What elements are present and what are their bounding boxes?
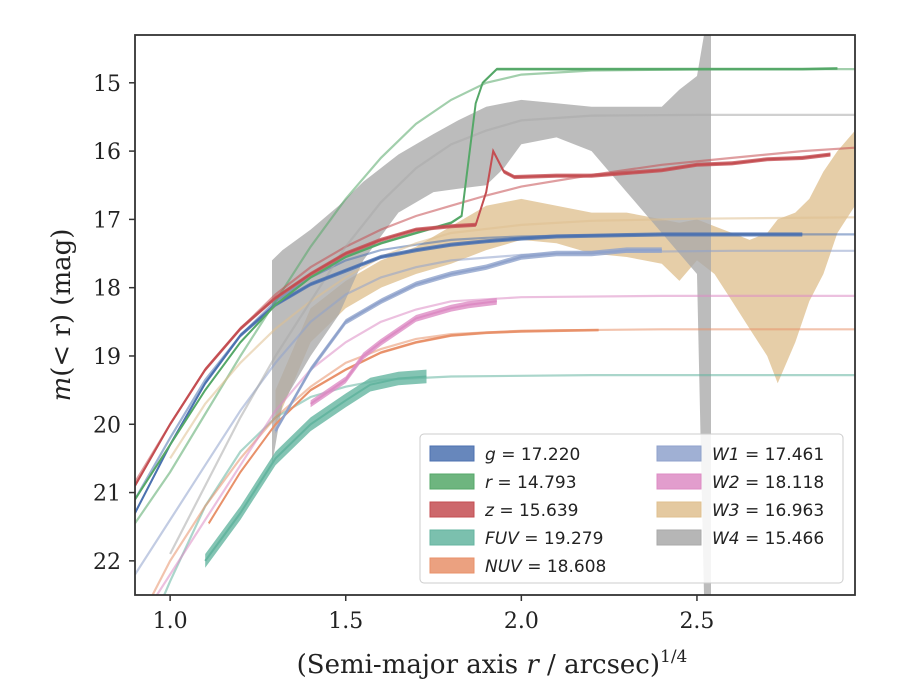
legend-swatch-fuv: [429, 529, 475, 546]
y-tick-label: 20: [93, 413, 121, 438]
legend-frame: [419, 433, 844, 584]
legend-swatch-w4: [656, 529, 702, 546]
y-tick-label: 19: [93, 345, 121, 370]
x-tick-label: 2.5: [679, 609, 714, 634]
band-w4: [272, 35, 711, 595]
y-ticks: 15 16 17 18 19 20 21 22: [93, 72, 135, 575]
legend-label-w3: W3 = 16.963: [712, 501, 824, 521]
legend-swatch-w2: [656, 473, 702, 490]
y-tick-label: 17: [93, 208, 121, 233]
measured-line-w1: [274, 249, 662, 432]
x-tick-label: 2.0: [504, 609, 539, 634]
legend-label-w1: W1 = 17.461: [712, 445, 824, 465]
y-axis-label: m(< r) (mag): [47, 229, 77, 402]
model-line-r: [135, 68, 855, 524]
measured-line-r: [135, 67, 838, 500]
plot-frame: [134, 34, 856, 596]
legend-label-g: g = 17.220: [485, 445, 580, 465]
legend-label-nuv: NUV = 18.608: [485, 557, 606, 577]
measured-line-w2: [310, 300, 497, 405]
x-ticks: 1.0 1.5 2.0 2.5: [153, 595, 714, 634]
measured-line-fuv: [204, 375, 427, 562]
measured-line-g: [135, 233, 803, 514]
y-tick-label: 18: [93, 277, 121, 302]
model-line-w2: [155, 294, 855, 595]
measured-line-nuv: [207, 329, 599, 524]
x-axis-label: (Semi-major axis r / arcsec)1/4: [297, 647, 688, 680]
legend-swatch-w3: [656, 501, 702, 518]
band-w3: [275, 130, 855, 425]
legend-swatch-z: [429, 501, 475, 518]
measured-lines-layer: [135, 67, 838, 568]
y-tick-label: 15: [93, 72, 121, 97]
y-tick-label: 16: [93, 140, 121, 165]
legend-label-z: z = 15.639: [484, 501, 578, 521]
legend-swatch-g: [429, 445, 475, 462]
bands-layer: [272, 35, 855, 595]
y-tick-label: 22: [93, 550, 121, 575]
model-line-fuv: [163, 374, 855, 595]
legend-swatch-nuv: [429, 557, 475, 574]
legend-swatch-w1: [656, 445, 702, 462]
y-tick-label: 21: [93, 482, 121, 507]
model-line-w4: [169, 113, 855, 555]
legend-swatch-r: [429, 473, 475, 490]
x-tick-label: 1.0: [153, 609, 188, 634]
x-tick-label: 1.5: [328, 609, 363, 634]
legend: g = 17.220 r = 14.793 z = 15.639 FUV = 19.2…: [419, 433, 844, 584]
legend-label-w2: W2 = 18.118: [712, 473, 824, 493]
legend-label-w4: W4 = 15.466: [712, 529, 824, 549]
legend-label-fuv: FUV = 19.279: [485, 529, 603, 549]
measured-line-z: [135, 147, 831, 487]
legend-label-r: r = 14.793: [485, 473, 577, 493]
